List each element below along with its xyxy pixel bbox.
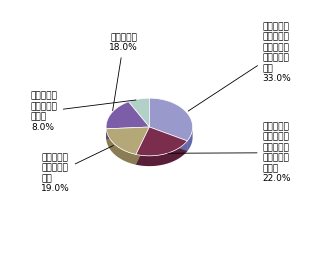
Polygon shape bbox=[136, 127, 149, 165]
Polygon shape bbox=[106, 102, 149, 129]
Text: 務める勤務
先の学校自
身が負担。
期間は複数
年度。
22.0%: 務める勤務 先の学校自 身が負担。 期間は複数 年度。 22.0% bbox=[168, 122, 291, 183]
Polygon shape bbox=[106, 127, 149, 154]
Polygon shape bbox=[136, 141, 187, 166]
Polygon shape bbox=[136, 127, 187, 156]
Polygon shape bbox=[106, 127, 149, 139]
Text: 国が負担。
期間は単年
度。
19.0%: 国が負担。 期間は単年 度。 19.0% bbox=[41, 146, 113, 194]
Text: 務める勤務
先の学校自
身が負担。
期間は単年
度。
33.0%: 務める勤務 先の学校自 身が負担。 期間は単年 度。 33.0% bbox=[188, 22, 291, 111]
Polygon shape bbox=[149, 127, 187, 151]
Polygon shape bbox=[136, 127, 149, 165]
Polygon shape bbox=[149, 98, 193, 141]
Text: 国が負担。
期間は複数
年度。
8.0%: 国が負担。 期間は複数 年度。 8.0% bbox=[31, 91, 136, 132]
Polygon shape bbox=[106, 129, 136, 165]
Polygon shape bbox=[106, 127, 149, 139]
Text: わからない
18.0%: わからない 18.0% bbox=[109, 33, 138, 111]
Polygon shape bbox=[187, 127, 193, 151]
Polygon shape bbox=[129, 98, 149, 127]
Polygon shape bbox=[149, 127, 187, 151]
